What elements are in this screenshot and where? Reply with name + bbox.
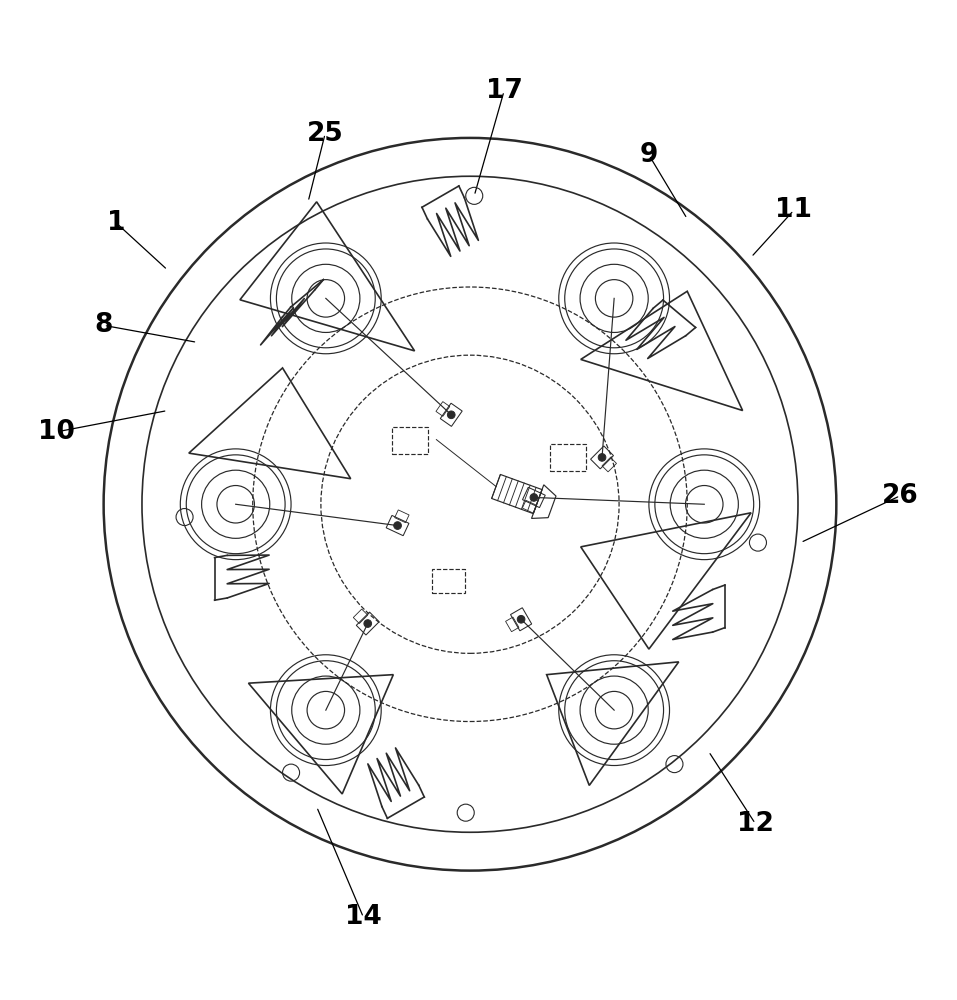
Circle shape [598, 454, 606, 461]
Text: 17: 17 [485, 78, 523, 104]
Bar [392, 427, 428, 454]
Text: 25: 25 [307, 121, 344, 147]
Text: 10: 10 [38, 419, 76, 445]
Text: 9: 9 [639, 142, 658, 168]
Text: 12: 12 [737, 811, 774, 837]
Circle shape [518, 615, 525, 623]
Circle shape [530, 494, 538, 501]
Text: 1: 1 [107, 210, 125, 236]
Bar [550, 444, 586, 471]
Text: 11: 11 [775, 197, 812, 223]
Text: 14: 14 [345, 904, 382, 930]
Bar [433, 569, 465, 593]
Circle shape [364, 620, 371, 627]
Circle shape [448, 411, 456, 419]
Circle shape [393, 522, 401, 529]
Text: 8: 8 [95, 312, 113, 338]
Text: 26: 26 [881, 483, 919, 509]
